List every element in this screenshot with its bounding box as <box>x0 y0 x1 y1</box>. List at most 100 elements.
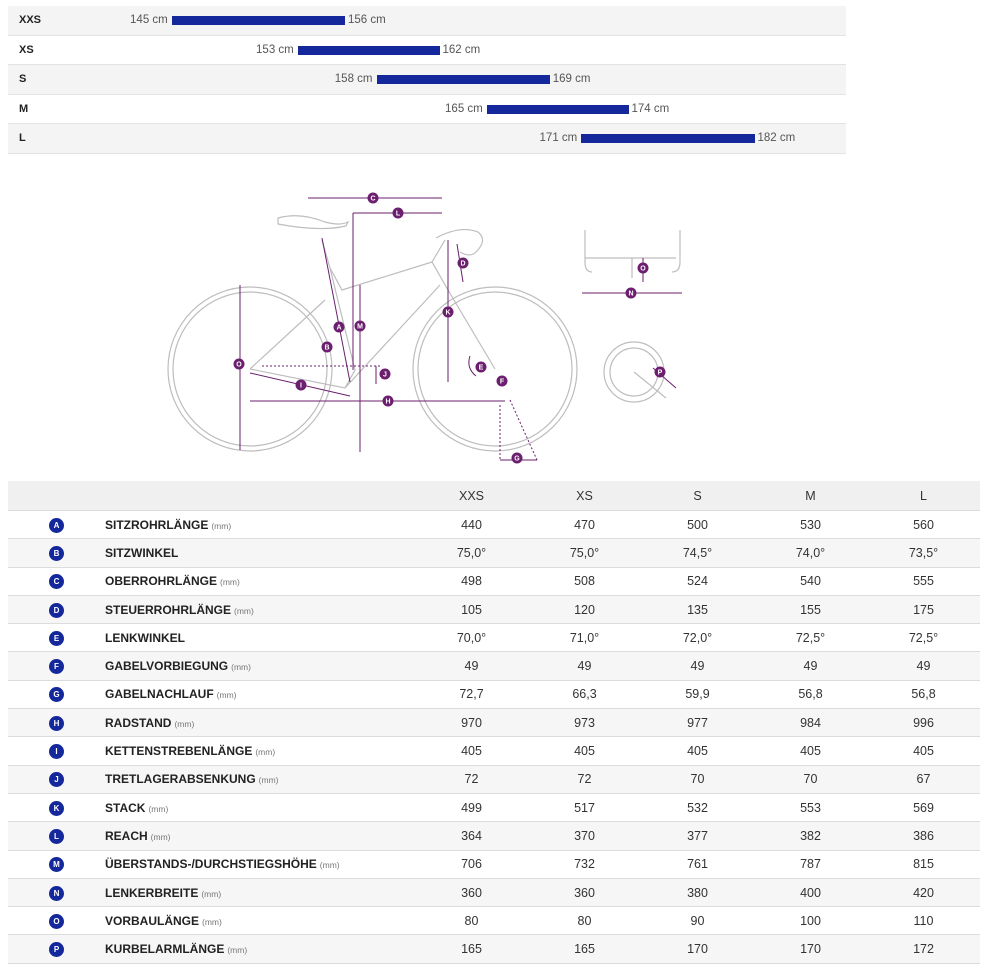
measure-badge: D <box>49 602 64 618</box>
diagram-label-a: A <box>336 325 341 332</box>
value-cell-xs: 470 <box>528 510 641 540</box>
table-row: M ÜBERSTANDS-/DURCHSTIEGSHÖHE (mm) 706 732 76… <box>8 850 980 879</box>
diagram-label-p: P <box>658 370 663 377</box>
value-cell-xxs: 364 <box>415 821 528 851</box>
measure-name-cell: GABELVORBIEGUNG (mm) <box>105 651 415 681</box>
measure-name-cell: KURBELARMLÄNGE (mm) <box>105 934 415 964</box>
measure-name-cell: TRETLAGERABSENKUNG (mm) <box>105 765 415 794</box>
geometry-table: XXS XS S M L A SITZROHRLÄNGE (mm) 440 470 500… <box>8 481 980 964</box>
range-bar <box>486 104 629 114</box>
measure-badge: E <box>49 630 64 646</box>
diagram-label-c-marker <box>367 192 379 204</box>
diagram-label-h-marker <box>382 395 394 407</box>
measure-badge: I <box>49 744 64 760</box>
value-cell-m: 74,0° <box>754 538 867 568</box>
value-cell-xxs: 440 <box>415 510 528 540</box>
diagram-label-n-marker <box>625 287 637 299</box>
diagram-label-o-marker <box>233 358 245 370</box>
measure-badge: N <box>49 885 64 901</box>
measure-badge: C <box>49 574 64 590</box>
measure-unit: (mm) <box>255 747 276 758</box>
diagram-label-g-marker <box>511 452 523 464</box>
diagram-label-k-marker <box>442 306 454 318</box>
value-cell-l: 110 <box>867 906 980 936</box>
value-cell-xs: 517 <box>528 793 641 823</box>
value-cell-xxs: 405 <box>415 736 528 766</box>
range-min-label: 158 cm <box>334 73 373 85</box>
measure-name-cell: SITZROHRLÄNGE (mm) <box>105 510 415 540</box>
value-cell-m: 405 <box>754 736 867 766</box>
diagram-label-f: F <box>500 379 505 386</box>
header-name-col <box>105 481 415 511</box>
badge-cell: B <box>8 538 105 568</box>
measure-unit: (mm) <box>211 520 232 531</box>
measure-name-cell: RADSTAND (mm) <box>105 708 415 738</box>
size-row: M 165 cm 174 cm <box>8 95 846 124</box>
measure-name-cell: KETTENSTREBENLÄNGE (mm) <box>105 736 415 766</box>
measure-name: RADSTAND <box>105 715 172 730</box>
measure-badge: L <box>49 828 64 844</box>
value-cell-xxs: 360 <box>415 878 528 908</box>
cockpit-detail <box>584 230 681 278</box>
measure-name-cell: SITZWINKEL <box>105 538 415 568</box>
measure-unit: (mm) <box>220 577 240 588</box>
range-bar <box>376 75 550 84</box>
size-row: S 158 cm 169 cm <box>8 65 846 95</box>
value-cell-xxs: 72 <box>415 765 528 794</box>
diagram-label-b-marker <box>321 341 333 353</box>
measure-unit: (mm) <box>150 831 171 842</box>
measure-unit: (mm) <box>231 662 251 673</box>
diagram-label-e: E <box>479 365 484 372</box>
value-cell-m: 984 <box>754 708 867 738</box>
value-cell-xxs: 105 <box>415 595 528 625</box>
crank-arm <box>633 371 667 399</box>
value-cell-l: 560 <box>867 510 980 540</box>
value-cell-m: 530 <box>754 510 867 540</box>
range-bar <box>297 45 440 55</box>
size-row: L 171 cm 182 cm <box>8 124 846 154</box>
value-cell-xs: 732 <box>528 850 641 879</box>
front-wheel-inner <box>417 291 573 447</box>
table-row: J TRETLAGERABSENKUNG (mm) 72 72 70 70 67 <box>8 765 980 794</box>
measure-badge: H <box>49 715 64 731</box>
value-cell-s: 380 <box>641 878 754 908</box>
value-cell-xs: 49 <box>528 651 641 681</box>
badge-cell: L <box>8 821 105 851</box>
measure-unit: (mm) <box>319 860 340 871</box>
measure-name: SITZROHRLÄNGE <box>105 517 209 532</box>
measure-unit: (mm) <box>258 775 279 786</box>
value-cell-xs: 165 <box>528 934 641 964</box>
measure-name: GABELNACHLAUF <box>105 687 214 702</box>
diagram-label-b: B <box>324 345 329 352</box>
badge-cell: H <box>8 708 105 738</box>
diagram-label-c: C <box>370 196 375 203</box>
measure-name-cell: STACK (mm) <box>105 793 415 823</box>
value-cell-xs: 360 <box>528 878 641 908</box>
value-cell-m: 72,5° <box>754 623 867 653</box>
value-cell-xxs: 706 <box>415 850 528 879</box>
value-cell-l: 555 <box>867 567 980 596</box>
value-cell-l: 172 <box>867 934 980 964</box>
table-row: A SITZROHRLÄNGE (mm) 440 470 500 530 560 <box>8 510 980 540</box>
badge-cell: K <box>8 793 105 823</box>
value-cell-xxs: 499 <box>415 793 528 823</box>
diagram-label-i: I <box>300 383 302 390</box>
diagram-label-l: L <box>396 211 401 218</box>
measure-name: REACH <box>105 828 148 843</box>
measure-badge: M <box>49 857 64 873</box>
value-cell-s: 377 <box>641 821 754 851</box>
diagram-label-i-marker <box>295 379 307 391</box>
value-cell-xxs: 498 <box>415 567 528 596</box>
diagram-label-m: M <box>357 324 363 331</box>
value-cell-xxs: 70,0° <box>415 623 528 653</box>
table-header-row: XXS XS S M L <box>8 481 980 511</box>
measure-badge: K <box>49 800 64 816</box>
badge-cell: A <box>8 510 105 540</box>
diagram-label-p-marker <box>654 366 666 378</box>
measure-name: TRETLAGERABSENKUNG <box>105 772 256 787</box>
header-size-l: L <box>867 481 980 511</box>
value-cell-s: 500 <box>641 510 754 540</box>
range-max-label: 162 cm <box>442 43 481 56</box>
value-cell-xs: 973 <box>528 708 641 738</box>
measure-badge: J <box>49 772 64 788</box>
